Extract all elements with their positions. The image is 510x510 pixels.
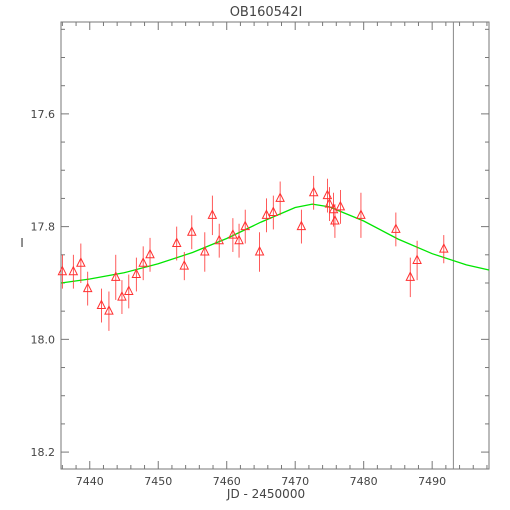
data-point	[207, 195, 218, 236]
data-point	[391, 212, 401, 247]
triangle-marker	[405, 271, 416, 281]
triangle-marker	[179, 259, 190, 270]
data-point	[171, 226, 182, 261]
data-points	[57, 175, 449, 331]
triangle-marker	[145, 248, 155, 259]
data-point	[405, 257, 416, 298]
data-point	[138, 246, 148, 281]
triangle-marker	[110, 271, 121, 281]
triangle-marker	[412, 254, 422, 264]
triangle-marker	[68, 265, 79, 276]
triangle-marker	[199, 245, 210, 256]
y-tick-label: 18.2	[31, 446, 56, 459]
model-curve	[60, 203, 490, 284]
data-point	[131, 257, 142, 292]
data-point	[308, 175, 319, 210]
x-tick-label: 7450	[144, 475, 172, 488]
triangle-marker	[391, 223, 401, 233]
data-point	[214, 223, 224, 258]
triangle-marker	[330, 214, 340, 225]
data-point	[57, 254, 68, 289]
triangle-marker	[96, 299, 107, 310]
data-point	[330, 204, 340, 238]
data-point	[228, 218, 238, 252]
triangle-marker	[261, 209, 272, 219]
triangle-marker	[275, 192, 285, 202]
triangle-marker	[254, 245, 265, 256]
triangle-marker	[131, 268, 142, 279]
x-tick-label: 7460	[213, 475, 241, 488]
data-point	[261, 198, 272, 233]
triangle-marker	[328, 203, 339, 214]
y-tick-label: 17.6	[31, 108, 56, 121]
x-tick-label: 7490	[418, 475, 446, 488]
data-point	[234, 223, 244, 258]
data-point	[254, 232, 265, 272]
triangle-marker	[234, 234, 244, 245]
triangle-marker	[57, 265, 68, 276]
data-point	[240, 209, 251, 244]
data-point	[96, 288, 107, 323]
x-tick-label: 7470	[281, 475, 309, 488]
model-line	[60, 203, 490, 284]
data-point	[117, 280, 127, 314]
data-point	[328, 192, 339, 227]
triangle-marker	[138, 257, 148, 267]
data-point	[275, 181, 285, 216]
data-point	[145, 237, 155, 272]
triangle-marker	[240, 220, 251, 231]
data-point	[179, 251, 190, 281]
data-point	[123, 274, 134, 309]
axis-ticks: 7440 7450 7460 7470 7480 7490 17.6 17.8 18.0 18.2	[31, 22, 489, 488]
data-point	[76, 243, 86, 283]
data-point	[324, 187, 335, 221]
data-point	[82, 271, 93, 306]
y-tick-label: 17.8	[31, 221, 56, 234]
data-point	[104, 291, 114, 331]
data-point	[296, 209, 307, 244]
triangle-marker	[296, 220, 307, 231]
data-point	[110, 254, 121, 300]
data-point	[268, 195, 279, 230]
triangle-marker	[438, 243, 449, 253]
plot-frame	[60, 21, 490, 470]
data-point	[68, 254, 79, 289]
data-point	[199, 232, 210, 272]
x-axis-label: JD - 2450000	[226, 487, 305, 501]
triangle-marker	[82, 282, 93, 293]
data-point	[335, 189, 346, 224]
triangle-marker	[324, 197, 335, 208]
triangle-marker	[207, 209, 218, 219]
y-tick-label: 18.0	[31, 333, 56, 346]
data-point	[438, 235, 449, 264]
triangle-marker	[228, 228, 238, 239]
triangle-marker	[214, 234, 224, 245]
triangle-marker	[76, 257, 86, 267]
triangle-marker	[104, 305, 114, 315]
data-point	[186, 215, 197, 250]
triangle-marker	[356, 209, 366, 219]
triangle-marker	[268, 206, 279, 217]
data-point	[412, 240, 422, 281]
chart-title: OB160542I	[230, 5, 303, 20]
triangle-marker	[308, 186, 319, 197]
y-axis-label: I	[20, 236, 24, 250]
triangle-marker	[123, 285, 134, 295]
triangle-marker	[335, 200, 346, 211]
x-tick-label: 7440	[76, 475, 104, 488]
triangle-marker	[117, 290, 127, 301]
triangle-marker	[186, 226, 197, 236]
data-point	[356, 192, 366, 238]
x-tick-label: 7480	[350, 475, 378, 488]
triangle-marker	[171, 237, 182, 248]
